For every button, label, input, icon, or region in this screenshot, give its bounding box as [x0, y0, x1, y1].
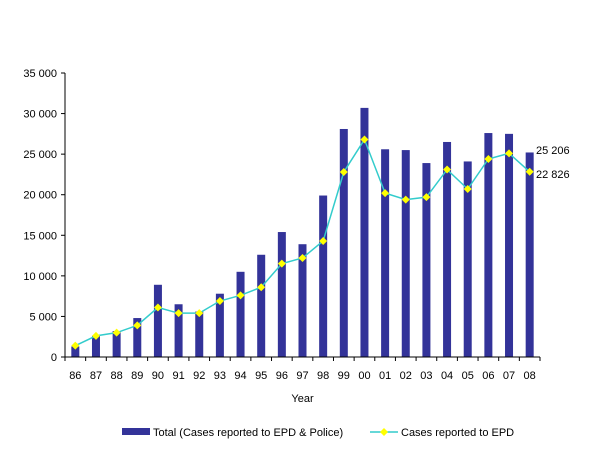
x-tick-label: 96: [276, 370, 288, 382]
x-tick-label: 92: [193, 370, 205, 382]
epd-point: [236, 291, 245, 300]
epd-point: [71, 341, 80, 350]
x-tick-label: 07: [503, 370, 515, 382]
bar: [360, 107, 369, 358]
epd-point: [91, 331, 100, 340]
y-tick-label: 10 000: [23, 271, 57, 283]
y-tick-label: 20 000: [23, 190, 57, 202]
x-tick-label: 06: [482, 370, 494, 382]
bar: [339, 128, 348, 357]
bar: [71, 346, 80, 357]
x-tick-label: 02: [400, 370, 412, 382]
epd-point: [277, 259, 286, 268]
epd-point: [319, 236, 328, 245]
epd-point: [443, 165, 452, 174]
bar: [112, 331, 121, 357]
x-tick-label: 97: [296, 370, 308, 382]
bar: [422, 163, 431, 357]
epd-point: [215, 297, 224, 306]
bar: [91, 335, 100, 357]
epd-point: [360, 135, 369, 144]
annotation-total-last: 25 206: [536, 145, 570, 157]
y-tick-label: 30 000: [23, 109, 57, 121]
epd-point: [422, 193, 431, 202]
epd-point: [257, 283, 266, 292]
bar-series: [71, 107, 534, 358]
epd-point: [484, 155, 493, 164]
x-axis-title: Year: [291, 393, 314, 405]
y-axis-ticks: 0 5 000 10 000 15 000 20 000 25 000 30 000 35 0…: [23, 68, 65, 364]
x-tick-label: 88: [111, 370, 123, 382]
bar: [215, 293, 224, 357]
x-tick-label: 89: [131, 370, 143, 382]
x-tick-label: 03: [420, 370, 432, 382]
bar: [298, 244, 307, 357]
bar: [174, 304, 183, 357]
epd-point: [174, 309, 183, 318]
bar: [195, 311, 204, 357]
bar: [525, 152, 534, 357]
line-series: [71, 135, 534, 350]
x-tick-label: 94: [234, 370, 246, 382]
epd-point: [298, 254, 307, 263]
bar: [401, 150, 410, 357]
bar: [381, 149, 390, 357]
x-tick-label: 05: [462, 370, 474, 382]
x-tick-label: 00: [358, 370, 370, 382]
bar: [443, 141, 452, 357]
epd-point: [153, 303, 162, 312]
bar: [153, 284, 162, 357]
epd-point: [463, 185, 472, 194]
y-tick-label: 35 000: [23, 68, 57, 80]
x-tick-label: 95: [255, 370, 267, 382]
annotation-epd-last: 22 826: [536, 169, 570, 181]
bar: [319, 195, 328, 357]
bar: [505, 133, 514, 357]
y-tick-label: 15 000: [23, 230, 57, 242]
y-tick-label: 5 000: [29, 311, 57, 323]
epd-point: [505, 149, 514, 158]
x-tick-label: 93: [214, 370, 226, 382]
epd-point: [381, 189, 390, 198]
epd-point: [195, 309, 204, 318]
bar: [257, 254, 266, 357]
x-tick-label: 87: [90, 370, 102, 382]
epd-point: [401, 195, 410, 204]
epd-point: [112, 328, 121, 337]
epd-point: [133, 321, 142, 330]
x-tick-label: 91: [172, 370, 184, 382]
x-tick-label: 04: [441, 370, 453, 382]
legend-label-epd: Cases reported to EPD: [401, 427, 514, 439]
bar: [236, 271, 245, 357]
bar: [463, 161, 472, 357]
x-tick-label: 86: [69, 370, 81, 382]
x-tick-label: 99: [338, 370, 350, 382]
y-tick-label: 0: [51, 352, 57, 364]
bar: [484, 133, 493, 357]
bar: [133, 318, 142, 357]
x-tick-label: 08: [524, 370, 536, 382]
legend-bar-swatch: [122, 428, 150, 435]
epd-point: [525, 167, 534, 176]
legend: Total (Cases reported to EPD & Police) Ca…: [122, 427, 514, 439]
legend-label-total: Total (Cases reported to EPD & Police): [153, 427, 343, 439]
legend-marker-swatch: [380, 428, 388, 436]
x-tick-label: 98: [317, 370, 329, 382]
x-axis-tick-labels: 86 87 88 89 90 91 92 93 94 95 96 97 98 99 00 01 02 03 04 05…: [64, 357, 541, 382]
bar: [277, 232, 286, 357]
annotations: 25 206 22 826: [536, 145, 570, 181]
epd-point: [339, 167, 348, 176]
y-tick-label: 25 000: [23, 149, 57, 161]
x-tick-label: 01: [379, 370, 391, 382]
x-tick-label: 90: [152, 370, 164, 382]
